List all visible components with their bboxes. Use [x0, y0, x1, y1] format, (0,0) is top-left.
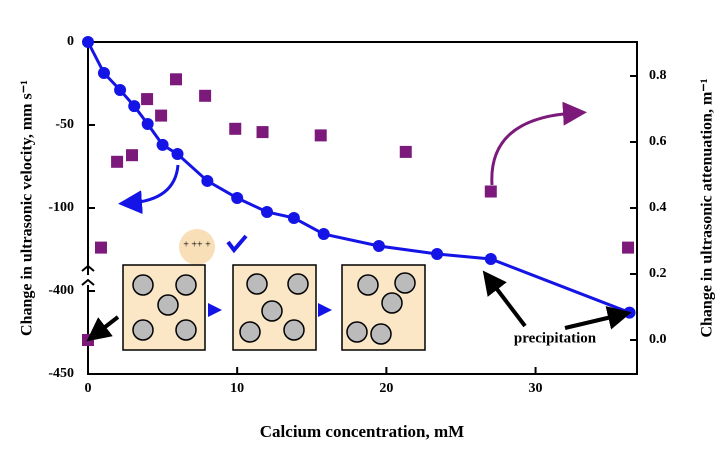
y-tick-label: 0 — [67, 34, 74, 49]
marker — [485, 185, 497, 197]
pointer-arrow — [565, 315, 620, 328]
chart: 0 10 20 30 0 -50 -100 -400 -450 0.0 0.2 0.4 0.6 0.8 +… — [0, 0, 721, 446]
marker — [155, 110, 167, 122]
particle — [247, 274, 267, 294]
y2-axis-label: Change in ultrasonic attenuation, m⁻¹ — [699, 78, 716, 337]
particle — [358, 275, 378, 295]
particle — [133, 320, 153, 340]
marker — [318, 228, 330, 240]
y2-tick-label: 0.8 — [649, 68, 667, 83]
y2-tick-label: 0.4 — [649, 200, 667, 215]
marker — [315, 129, 327, 141]
y-axis-label: Change in ultrasonic velocity, mm s⁻¹ — [19, 80, 36, 336]
marker — [400, 146, 412, 158]
marker — [261, 206, 273, 218]
pointer-arrow — [490, 280, 525, 326]
x-tick-label: 30 — [529, 381, 543, 396]
x-tick-label: 20 — [379, 381, 393, 396]
annotation: precipitation — [514, 330, 597, 346]
marker — [624, 307, 636, 319]
marker — [288, 212, 300, 224]
marker — [111, 156, 123, 168]
marker — [485, 253, 497, 265]
marker — [373, 240, 385, 252]
ion-signs: + ++ + — [183, 239, 211, 250]
marker — [257, 126, 269, 138]
particle — [371, 324, 391, 344]
x-axis-label: Calcium concentration, mM — [260, 422, 464, 441]
marker — [201, 175, 213, 187]
y-tick-label: -100 — [48, 200, 74, 215]
marker — [142, 118, 154, 130]
marker — [170, 73, 182, 85]
marker — [431, 248, 443, 260]
pointer-arrow — [96, 317, 118, 334]
particle — [176, 320, 196, 340]
check-mark — [228, 236, 246, 250]
marker — [229, 123, 241, 135]
axis-arrow — [492, 113, 575, 185]
marker — [157, 139, 169, 151]
y-tick-label: -50 — [55, 117, 74, 132]
y-tick-label: -400 — [48, 283, 74, 298]
y2-tick-label: 0.2 — [649, 266, 667, 281]
marker — [141, 93, 153, 105]
marker — [114, 84, 126, 96]
y2-tick-label: 0.6 — [649, 134, 667, 149]
x-tick-label: 0 — [85, 381, 92, 396]
particle — [347, 322, 367, 342]
marker — [98, 67, 110, 79]
marker — [95, 242, 107, 254]
particle — [284, 320, 304, 340]
particle — [133, 275, 153, 295]
marker — [231, 192, 243, 204]
marker — [622, 242, 634, 254]
marker — [82, 334, 94, 346]
particle — [395, 273, 415, 293]
particle — [288, 274, 308, 294]
particle — [382, 293, 402, 313]
y2-tick-label: 0.0 — [649, 332, 667, 347]
marker — [199, 90, 211, 102]
marker — [172, 148, 184, 160]
particle — [158, 295, 178, 315]
particle — [240, 322, 260, 342]
particle — [176, 275, 196, 295]
axis-arrow — [130, 165, 178, 203]
particle — [262, 301, 282, 321]
page: 0 10 20 30 0 -50 -100 -400 -450 0.0 0.2 0.4 0.6 0.8 +… — [0, 0, 721, 446]
x-tick-label: 10 — [230, 381, 244, 396]
marker — [82, 36, 94, 48]
marker — [128, 100, 140, 112]
y-tick-label: -450 — [48, 366, 74, 381]
marker — [126, 149, 138, 161]
